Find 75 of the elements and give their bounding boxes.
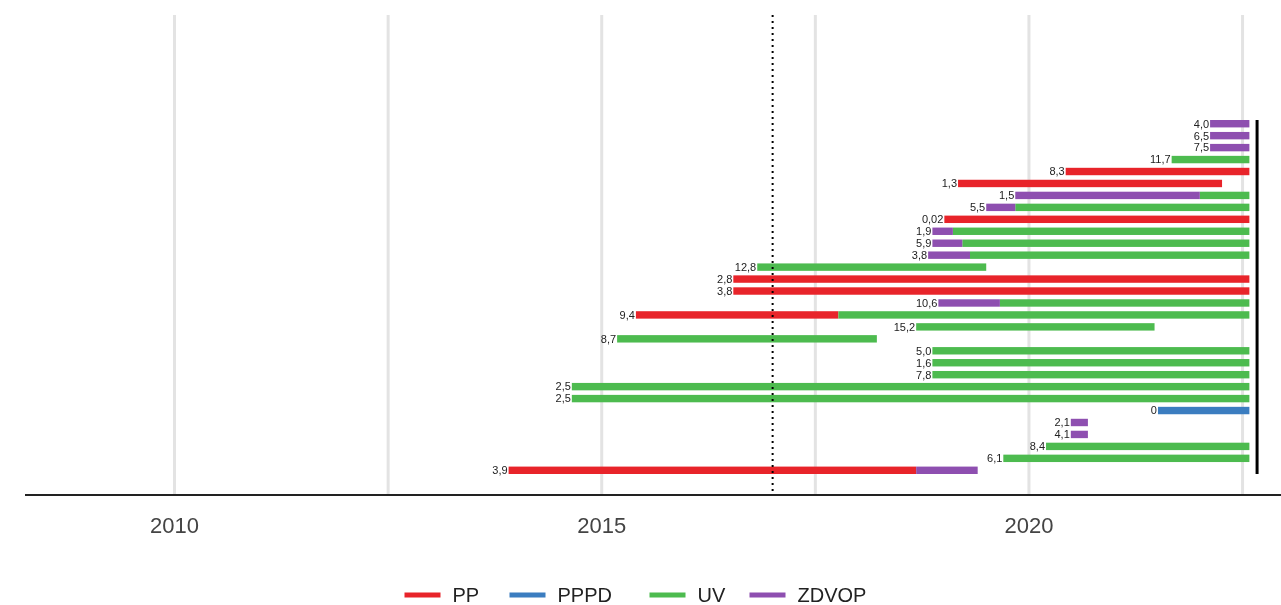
- y-tick-label: 10,6: [915, 296, 938, 309]
- y-tick-label: 8,4: [1029, 440, 1046, 453]
- bar: [986, 203, 1016, 212]
- bar: [962, 239, 1250, 247]
- bar: [1015, 203, 1250, 212]
- y-tick-label: 7,8: [916, 368, 932, 381]
- y-tick-label: 9,4: [619, 308, 635, 321]
- y-tick-label: 6,5: [1193, 129, 1210, 142]
- x-tick-label: 2010: [150, 513, 199, 538]
- bar: [635, 311, 839, 319]
- bar: [1210, 131, 1250, 140]
- y-tick-label: 1,6: [916, 356, 932, 369]
- bar: [1015, 191, 1200, 200]
- y-tick-label: 0,02: [921, 213, 944, 226]
- y-tick-label: 3,8: [717, 284, 733, 297]
- bar: [733, 275, 1250, 283]
- y-tick-label: 5,0: [916, 344, 932, 357]
- bar: [916, 466, 978, 474]
- y-tick-label: 4,1: [1054, 428, 1070, 441]
- y-tick-label: 2,5: [555, 392, 571, 405]
- y-tick-label: 12,8: [734, 260, 757, 273]
- y-tick-label: 2,5: [555, 380, 571, 393]
- bar: [932, 359, 1250, 367]
- bar: [1199, 191, 1250, 200]
- y-tick-label: 1,5: [998, 189, 1015, 202]
- y-tick-label: 6,1: [987, 452, 1003, 465]
- bar: [733, 287, 1250, 295]
- legend-label: UV: [697, 584, 726, 605]
- y-tick-label: 3,9: [492, 464, 508, 477]
- bar: [1171, 155, 1250, 164]
- bar: [952, 227, 1250, 235]
- bar: [1065, 167, 1250, 176]
- bar: [1210, 120, 1250, 128]
- bar: [944, 215, 1250, 224]
- bar: [999, 299, 1250, 307]
- bar: [928, 251, 970, 259]
- bar: [617, 335, 877, 343]
- bar: [916, 323, 1155, 331]
- bar: [1046, 442, 1250, 451]
- bar: [1070, 418, 1088, 427]
- y-tick-label: 4,0: [1193, 117, 1210, 130]
- y-tick-label: 7,5: [1193, 141, 1210, 154]
- x-tick-label: 2015: [577, 513, 627, 538]
- y-tick-label: 15,2: [893, 320, 916, 333]
- y-tick-label: 0: [1150, 404, 1157, 417]
- bar: [932, 370, 1250, 379]
- legend-label: PP: [452, 584, 480, 605]
- y-tick-label: 5,9: [916, 237, 932, 250]
- bar: [571, 382, 1250, 391]
- bar: [508, 466, 917, 474]
- legend-label: PPPD: [557, 584, 612, 605]
- bar: [932, 239, 963, 247]
- y-tick-label: 5,5: [969, 201, 986, 214]
- bar: [958, 179, 1223, 188]
- y-tick-label: 2,8: [717, 272, 733, 285]
- bar: [757, 263, 987, 271]
- y-tick-label: 3,8: [911, 249, 928, 262]
- bar: [969, 251, 1250, 259]
- y-tick-label: 11,7: [1150, 153, 1171, 166]
- bar: [1210, 143, 1250, 152]
- x-tick-label: 2020: [1004, 513, 1054, 538]
- bar: [932, 347, 1250, 355]
- y-tick-label: 1,3: [941, 177, 958, 190]
- bar: [1157, 406, 1250, 415]
- bar: [838, 311, 1250, 319]
- y-tick-label: 2,1: [1054, 416, 1070, 429]
- y-tick-label: 8,7: [600, 332, 617, 345]
- bar: [1070, 430, 1088, 439]
- legend-label: ZDVOP: [797, 584, 867, 605]
- bar: [571, 394, 1250, 403]
- bar: [1003, 454, 1250, 463]
- y-tick-label: 1,9: [916, 225, 932, 238]
- bar: [938, 299, 1000, 307]
- y-tick-label: 8,3: [1049, 165, 1065, 178]
- bar: [932, 227, 953, 235]
